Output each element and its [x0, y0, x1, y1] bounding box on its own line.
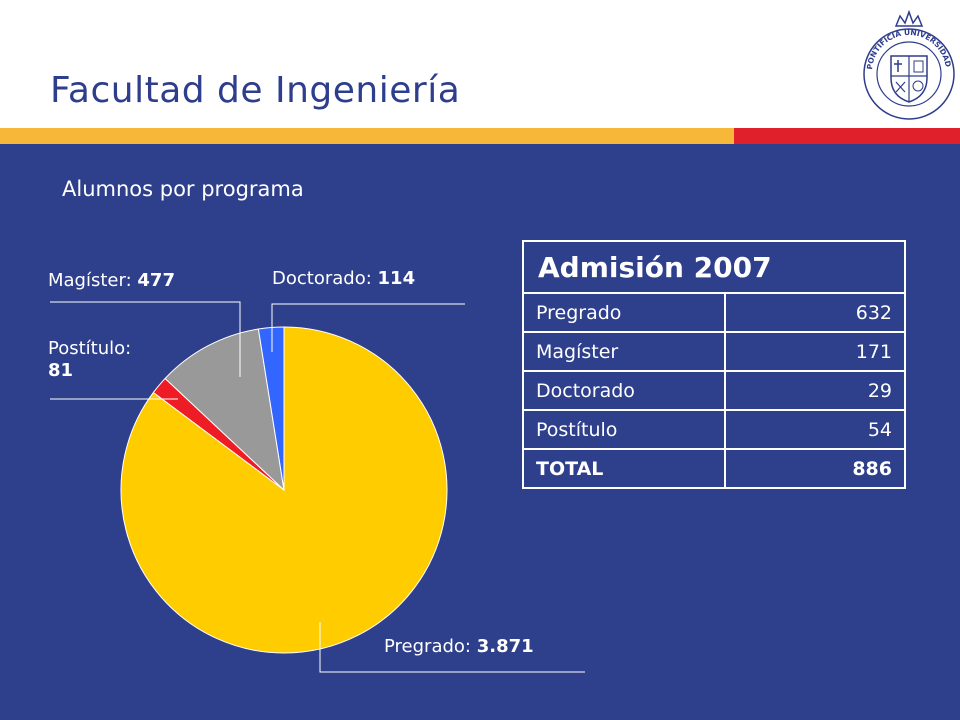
label-magister: Magíster: 477 [48, 270, 175, 292]
label-doctorado-value: 114 [377, 268, 416, 289]
table-cell-count: 29 [723, 370, 907, 411]
pie-slice-magister [164, 328, 285, 492]
leader-line-pregrado [319, 622, 585, 673]
admission-table-header-row: Admisión 2007 [522, 240, 906, 294]
label-postitulo-name: Postítulo: [48, 338, 132, 359]
leader-line-magister [50, 301, 241, 377]
label-postitulo-value: 81 [48, 360, 74, 381]
table-cell-program: Magíster [522, 331, 726, 372]
table-cell-count: 171 [723, 331, 907, 372]
pie-slice-doctorado [257, 326, 285, 491]
slide-header: Facultad de Ingeniería PONTIFICIA UNIVER… [0, 0, 960, 128]
label-pregrado-name: Pregrado: [384, 636, 471, 657]
table-row: Postítulo 54 [522, 409, 907, 450]
accent-bar-yellow [0, 128, 734, 144]
table-total-label: TOTAL [522, 448, 726, 489]
table-row: Pregrado 632 [522, 292, 907, 333]
table-total-count: 886 [723, 448, 907, 489]
table-cell-program: Pregrado [522, 292, 726, 333]
admission-table-title: Admisión 2007 [522, 240, 906, 294]
label-pregrado-value: 3.871 [476, 636, 534, 657]
label-doctorado: Doctorado: 114 [272, 268, 415, 290]
label-postitulo: Postítulo: 81 [48, 338, 131, 382]
table-cell-program: Doctorado [522, 370, 726, 411]
table-cell-count: 54 [723, 409, 907, 450]
table-total-row: TOTAL 886 [522, 448, 907, 489]
university-seal-icon: PONTIFICIA UNIVERSIDAD CATOLICA DE CHILE [858, 6, 955, 120]
table-row: Doctorado 29 [522, 370, 907, 411]
table-row: Magíster 171 [522, 331, 907, 372]
label-pregrado: Pregrado: 3.871 [384, 636, 534, 658]
table-cell-program: Postítulo [522, 409, 726, 450]
slide-title: Facultad de Ingeniería [50, 70, 461, 111]
leader-line-doctorado [271, 303, 465, 352]
accent-bar-red [734, 128, 960, 144]
label-doctorado-name: Doctorado: [272, 268, 372, 289]
label-magister-value: 477 [137, 270, 175, 291]
label-magister-name: Magíster: [48, 270, 132, 291]
admission-table: Admisión 2007 Pregrado 632 Magíster 171 … [522, 240, 907, 489]
chart-subtitle: Alumnos por programa [62, 177, 304, 201]
table-cell-count: 632 [723, 292, 907, 333]
